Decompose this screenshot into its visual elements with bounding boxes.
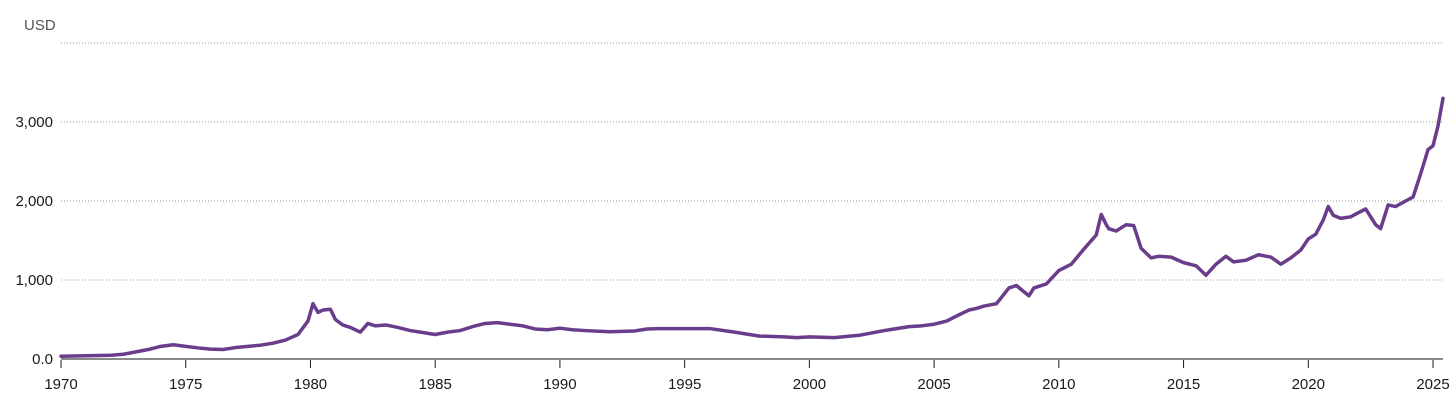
x-tick-label: 2020 bbox=[1292, 376, 1325, 393]
x-tick-label: 1970 bbox=[44, 376, 77, 393]
y-axis-tick-labels: 0.0 1,000 2,000 3,000 bbox=[15, 114, 53, 368]
x-tick-label: 2015 bbox=[1167, 376, 1200, 393]
series-lines bbox=[59, 96, 1445, 358]
x-tick-label: 1985 bbox=[419, 376, 452, 393]
x-tick-label: 1990 bbox=[543, 376, 576, 393]
x-tick-label: 1980 bbox=[294, 376, 327, 393]
y-tick-label: 0.0 bbox=[32, 351, 53, 368]
x-tick-label: 1975 bbox=[169, 376, 202, 393]
x-tick-label: 2005 bbox=[917, 376, 950, 393]
y-tick-label: 1,000 bbox=[15, 272, 53, 289]
x-tick-label: 2025 bbox=[1416, 376, 1449, 393]
x-tick-label: 2010 bbox=[1042, 376, 1075, 393]
y-tick-label: 3,000 bbox=[15, 114, 53, 131]
series-line bbox=[59, 96, 1445, 358]
x-axis-tick-labels: 1970 1975 1980 1985 1990 1995 2000 2005 2010 2015… bbox=[44, 376, 1449, 393]
y-axis-unit-label: USD bbox=[24, 17, 56, 34]
y-tick-label: 2,000 bbox=[15, 193, 53, 210]
x-tick-label: 2000 bbox=[793, 376, 826, 393]
x-tick-label: 1995 bbox=[668, 376, 701, 393]
gridlines bbox=[61, 42, 1443, 281]
x-axis-ticks bbox=[60, 360, 1434, 368]
